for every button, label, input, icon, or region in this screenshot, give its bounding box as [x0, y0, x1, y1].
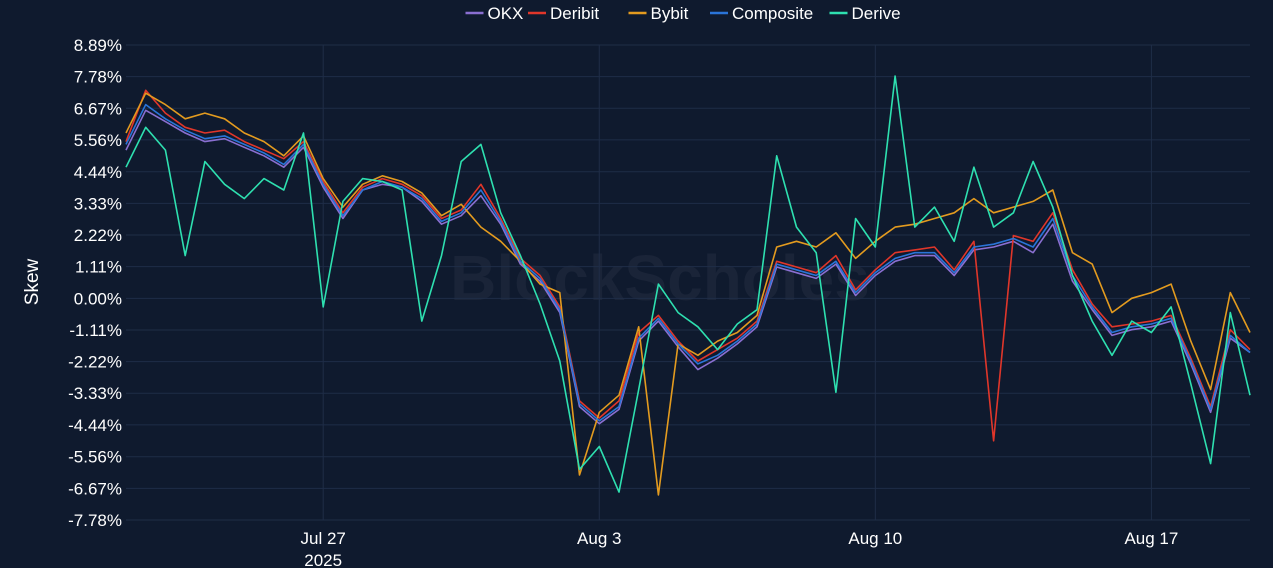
x-tick-label: Jul 27 [301, 529, 346, 548]
y-tick-label: -4.44% [68, 416, 122, 435]
legend-label: Bybit [651, 4, 689, 23]
y-tick-label: -7.78% [68, 511, 122, 530]
y-tick-label: 1.11% [75, 258, 122, 277]
y-tick-label: 6.67% [74, 99, 122, 118]
y-axis-title: Skew [22, 258, 43, 305]
y-tick-label: 3.33% [74, 194, 122, 213]
y-tick-label: -2.22% [68, 353, 122, 372]
series-line-okx [125, 109, 1251, 425]
legend-label: OKX [488, 4, 524, 23]
y-tick-label: -1.11% [69, 321, 122, 340]
x-tick-year-label: 2025 [304, 551, 342, 568]
series-line-composite [125, 103, 1251, 422]
y-tick-label: 8.89% [74, 36, 122, 55]
y-tick-label: -5.56% [68, 448, 122, 467]
y-tick-label: 7.78% [74, 68, 122, 87]
series-line-derive [125, 75, 1251, 493]
x-tick-label: Aug 3 [577, 529, 621, 548]
legend: OKX Deribit Bybit Composite Derive [465, 4, 901, 23]
series-lines [125, 75, 1251, 496]
series-line-bybit [125, 92, 1251, 496]
legend-label: Composite [732, 4, 813, 23]
y-tick-label: -6.67% [68, 479, 122, 498]
y-tick-label: 4.44% [74, 163, 122, 182]
legend-label: Derive [852, 4, 901, 23]
y-axis-ticks: 8.89% 7.78% 6.67% 5.56% 4.44% 3.33% 2.22% 1.11%… [68, 36, 122, 530]
y-tick-label: 2.22% [74, 226, 122, 245]
y-tick-label: -3.33% [68, 384, 122, 403]
legend-label: Deribit [550, 4, 599, 23]
x-axis-ticks: Jul 27 2025 Aug 3 Aug 10 Aug 17 [301, 529, 1179, 568]
x-tick-label: Aug 17 [1124, 529, 1178, 548]
y-tick-label: 5.56% [74, 131, 122, 150]
grid-lines [126, 44, 1250, 521]
x-tick-label: Aug 10 [848, 529, 902, 548]
y-tick-label: 0.00% [74, 289, 122, 308]
